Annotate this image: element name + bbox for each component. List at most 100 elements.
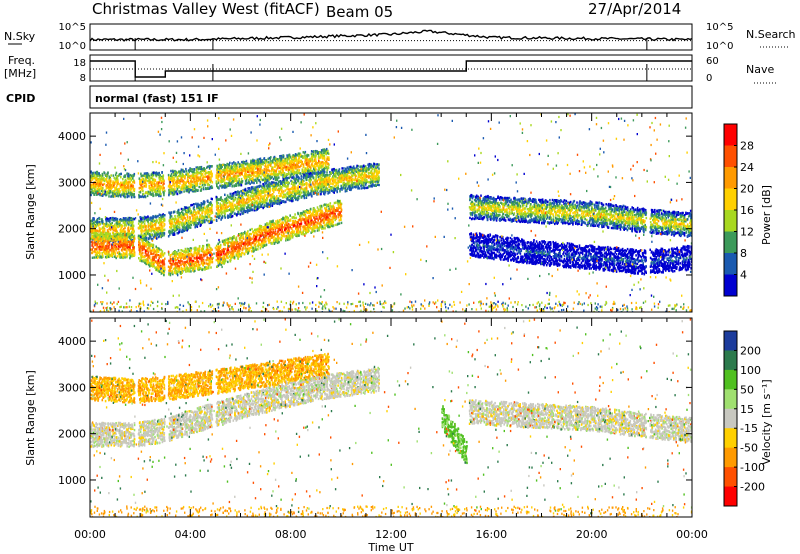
range-cell — [142, 185, 144, 188]
range-cell — [267, 174, 269, 177]
range-cell — [192, 221, 194, 224]
range-cell — [101, 174, 104, 177]
range-cell — [357, 187, 359, 190]
range-cell — [179, 173, 181, 176]
range-cell — [280, 186, 283, 189]
range-cell — [241, 202, 244, 205]
range-cell — [263, 201, 265, 204]
range-cell — [293, 178, 296, 181]
range-cell — [326, 157, 329, 161]
range-cell — [341, 174, 344, 177]
range-cell — [373, 170, 376, 173]
range-cell — [130, 217, 132, 220]
range-cell — [318, 156, 321, 159]
range-cell — [256, 177, 259, 180]
range-cell — [269, 188, 271, 191]
range-cell — [226, 176, 228, 179]
range-cell — [272, 166, 274, 169]
range-cell — [351, 174, 353, 177]
range-cell — [158, 218, 161, 221]
range-cell — [235, 193, 237, 196]
range-cell — [92, 238, 94, 241]
range-cell — [293, 180, 296, 183]
range-cell — [295, 192, 298, 196]
range-cell — [178, 174, 180, 178]
range-cell — [117, 234, 120, 237]
range-cell — [304, 171, 307, 175]
range-cell — [364, 168, 366, 171]
range-cell — [267, 189, 270, 192]
range-cell — [133, 179, 135, 182]
range-cell — [287, 191, 289, 194]
range-cell — [316, 172, 319, 175]
range-cell — [189, 210, 192, 213]
range-cell — [99, 187, 101, 190]
range-cell — [184, 212, 186, 216]
range-cell — [270, 202, 272, 205]
range-cell — [338, 173, 340, 177]
range-cell — [117, 195, 120, 198]
range-cell — [238, 194, 241, 197]
range-cell — [158, 223, 161, 227]
range-cell — [223, 206, 225, 209]
range-cell — [304, 160, 306, 164]
range-cell — [250, 161, 253, 164]
range-cell — [236, 166, 238, 169]
range-cell — [373, 162, 376, 166]
range-cell — [300, 186, 302, 189]
range-cell — [326, 183, 329, 186]
range-cell — [170, 225, 173, 228]
range-cell — [190, 178, 192, 181]
range-cell — [370, 164, 373, 168]
range-cell — [228, 215, 230, 219]
range-cell — [175, 185, 178, 188]
range-cell — [119, 186, 122, 189]
range-cell — [146, 194, 149, 198]
range-cell — [273, 202, 276, 205]
range-cell — [257, 176, 260, 179]
range-cell — [263, 167, 266, 171]
range-cell — [143, 215, 146, 219]
range-cell — [102, 229, 104, 232]
range-cell — [176, 215, 179, 218]
range-cell — [282, 163, 284, 166]
range-cell — [332, 177, 334, 181]
range-cell — [267, 185, 270, 188]
range-cell — [203, 200, 206, 204]
range-cell — [187, 227, 189, 231]
range-cell — [288, 163, 291, 166]
range-cell — [350, 188, 352, 192]
range-cell — [93, 189, 95, 193]
range-cell — [187, 206, 189, 210]
range-cell — [210, 173, 213, 176]
range-cell — [167, 177, 170, 181]
range-cell — [195, 179, 198, 182]
range-cell — [97, 177, 100, 181]
range-cell — [364, 179, 367, 182]
range-cell — [278, 202, 281, 206]
range-cell — [276, 161, 278, 164]
range-cell — [270, 193, 272, 197]
range-cell — [154, 188, 157, 191]
range-cell — [284, 193, 287, 196]
range-cell — [168, 191, 170, 194]
range-cell — [153, 220, 156, 223]
range-cell — [349, 171, 352, 175]
range-cell — [195, 188, 198, 192]
range-cell — [180, 176, 183, 180]
range-cell — [251, 181, 253, 184]
range-cell — [237, 197, 239, 201]
range-cell — [358, 182, 361, 186]
range-cell — [183, 190, 185, 193]
range-cell — [378, 175, 380, 178]
range-cell — [188, 221, 190, 224]
range-cell — [316, 151, 319, 154]
range-cell — [201, 211, 204, 214]
range-cell — [276, 195, 278, 198]
range-cell — [198, 178, 200, 181]
range-cell — [162, 229, 165, 232]
range-cell — [221, 186, 223, 189]
range-cell — [280, 160, 283, 164]
range-cell — [283, 172, 286, 175]
range-cell — [264, 160, 266, 163]
